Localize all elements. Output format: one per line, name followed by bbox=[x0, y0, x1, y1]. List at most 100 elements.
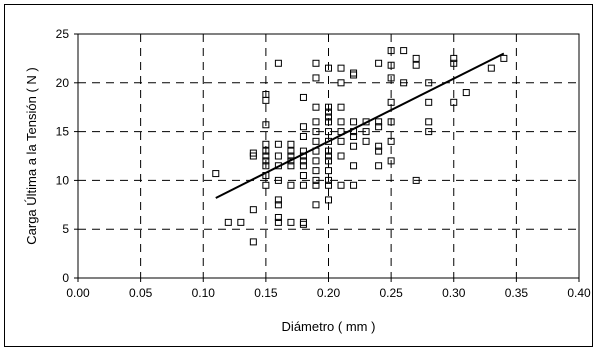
data-point bbox=[425, 98, 433, 106]
data-point bbox=[312, 103, 320, 111]
data-point bbox=[400, 79, 408, 87]
data-point bbox=[450, 59, 458, 67]
data-point bbox=[362, 128, 370, 136]
x-tick-label: 0.35 bbox=[505, 286, 529, 300]
data-point bbox=[312, 167, 320, 175]
data-point bbox=[262, 121, 270, 129]
data-point bbox=[325, 147, 332, 155]
data-point bbox=[274, 59, 282, 67]
data-point bbox=[387, 118, 395, 126]
data-point bbox=[387, 157, 395, 165]
data-point bbox=[375, 118, 383, 126]
x-tick-label: 0.40 bbox=[567, 286, 591, 300]
x-tick-label: 0.10 bbox=[192, 286, 216, 300]
data-point bbox=[287, 140, 295, 148]
data-point bbox=[337, 79, 345, 87]
data-point bbox=[299, 172, 307, 180]
data-point bbox=[287, 218, 295, 226]
trendline bbox=[215, 52, 505, 199]
data-point bbox=[325, 64, 332, 72]
data-point bbox=[387, 74, 395, 82]
data-point bbox=[337, 181, 345, 189]
data-point bbox=[299, 132, 307, 140]
y-axis-title: Carga Última a la Tensión ( N ) bbox=[24, 67, 39, 245]
data-point bbox=[287, 181, 295, 189]
data-point bbox=[325, 157, 332, 165]
data-point bbox=[412, 54, 420, 62]
data-point bbox=[237, 218, 245, 226]
data-point bbox=[312, 137, 320, 145]
data-point bbox=[337, 152, 345, 160]
data-point bbox=[249, 206, 257, 214]
data-point bbox=[274, 152, 282, 160]
data-point bbox=[299, 220, 307, 228]
data-point bbox=[262, 157, 270, 165]
data-point bbox=[312, 157, 320, 165]
data-points bbox=[212, 47, 508, 246]
data-point bbox=[375, 142, 383, 150]
x-tick-label: 0.15 bbox=[254, 286, 278, 300]
data-point bbox=[299, 218, 307, 226]
y-tick-label: 0 bbox=[62, 271, 69, 285]
y-tick-label: 10 bbox=[56, 173, 70, 187]
data-point bbox=[387, 137, 395, 145]
data-point bbox=[500, 54, 508, 62]
x-tick-label: 0.25 bbox=[379, 286, 403, 300]
y-tick-label: 25 bbox=[56, 27, 70, 41]
data-point bbox=[312, 74, 320, 82]
data-point bbox=[212, 170, 220, 178]
axis-ticks bbox=[74, 33, 580, 282]
data-point bbox=[299, 157, 307, 165]
data-point bbox=[262, 96, 270, 104]
data-point bbox=[299, 93, 307, 101]
data-point bbox=[400, 47, 408, 55]
data-point bbox=[350, 132, 358, 140]
x-tick-label: 0.00 bbox=[66, 286, 90, 300]
data-point bbox=[387, 61, 395, 69]
data-point bbox=[375, 123, 383, 131]
data-point bbox=[375, 147, 383, 155]
data-point bbox=[262, 140, 270, 148]
data-point bbox=[462, 89, 470, 97]
gridlines bbox=[78, 34, 579, 278]
data-point bbox=[425, 128, 433, 136]
data-point bbox=[375, 59, 383, 67]
data-point bbox=[274, 140, 282, 148]
x-tick-label: 0.20 bbox=[317, 286, 341, 300]
data-point bbox=[299, 123, 307, 131]
data-point bbox=[312, 176, 320, 184]
data-point bbox=[274, 196, 282, 204]
data-point bbox=[274, 213, 282, 221]
chart-frame bbox=[4, 4, 593, 347]
data-point bbox=[325, 167, 332, 175]
data-point bbox=[425, 118, 433, 126]
data-point bbox=[325, 118, 332, 126]
data-point bbox=[325, 128, 332, 136]
data-point bbox=[325, 152, 332, 160]
data-point bbox=[350, 118, 358, 126]
data-point bbox=[312, 181, 320, 189]
data-point bbox=[262, 162, 270, 170]
data-point bbox=[262, 181, 270, 189]
data-point bbox=[350, 181, 358, 189]
data-point bbox=[299, 181, 307, 189]
data-point bbox=[425, 79, 433, 87]
data-point bbox=[274, 201, 282, 209]
data-point bbox=[325, 137, 332, 145]
data-point bbox=[325, 181, 332, 189]
data-point bbox=[312, 59, 320, 67]
y-tick-labels: 0 5 10 15 20 25 bbox=[56, 27, 70, 285]
data-point bbox=[287, 152, 295, 160]
data-point bbox=[337, 137, 345, 145]
data-point bbox=[487, 64, 495, 72]
data-point bbox=[337, 64, 345, 72]
x-tick-label: 0.05 bbox=[129, 286, 153, 300]
data-point bbox=[412, 61, 420, 69]
data-point bbox=[325, 113, 332, 121]
data-point bbox=[375, 162, 383, 170]
data-point bbox=[299, 162, 307, 170]
plot-area bbox=[77, 33, 580, 279]
data-point bbox=[262, 147, 270, 155]
y-tick-label: 5 bbox=[62, 222, 69, 236]
